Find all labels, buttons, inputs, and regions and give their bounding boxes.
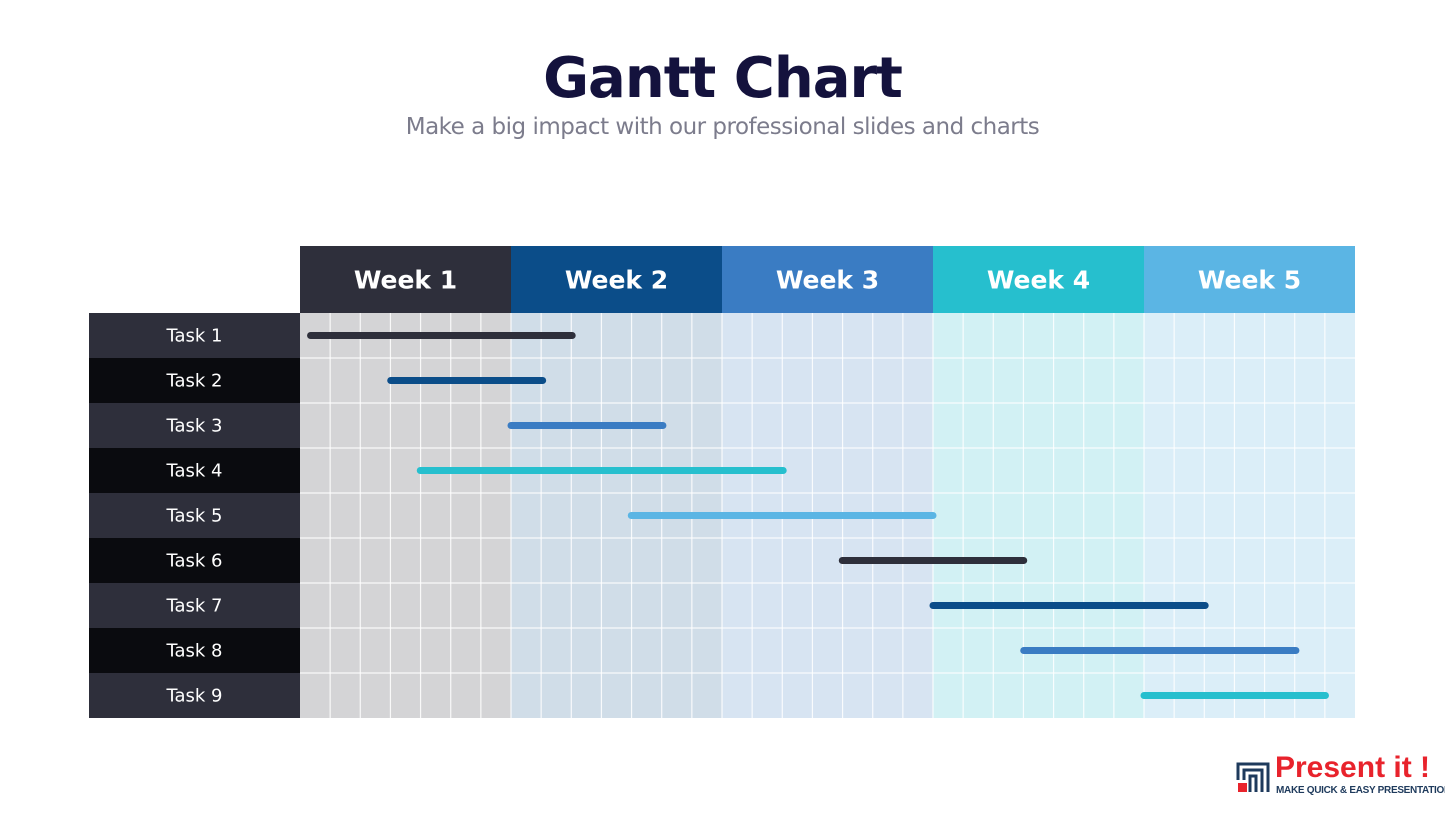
page-title: Gantt Chart <box>543 46 903 111</box>
week-column <box>300 313 511 718</box>
week-label: Week 2 <box>565 266 668 295</box>
task-label-cell <box>89 538 300 583</box>
week-column <box>933 313 1144 718</box>
task-label-cell <box>89 448 300 493</box>
task-label-cell <box>89 358 300 403</box>
week-header <box>1144 246 1355 313</box>
task-label: Task 5 <box>165 506 222 527</box>
task-label: Task 9 <box>165 686 222 707</box>
task-label: Task 7 <box>165 596 222 617</box>
logo-tagline: MAKE QUICK & EASY PRESENTATIONS <box>1276 785 1445 796</box>
task-label-cell <box>89 313 300 358</box>
task-label: Task 4 <box>165 461 222 482</box>
task-label-cell <box>89 493 300 538</box>
task-label: Task 2 <box>165 371 222 392</box>
logo-mark-icon <box>1236 762 1270 792</box>
week-label: Week 5 <box>1198 266 1301 295</box>
task-label: Task 1 <box>165 326 222 347</box>
logo-name: Present it ! <box>1275 751 1431 784</box>
week-label: Week 1 <box>354 266 457 295</box>
task-label: Task 3 <box>165 416 222 437</box>
week-label: Week 3 <box>776 266 879 295</box>
brand-logo: Present it ! MAKE QUICK & EASY PRESENTAT… <box>1236 751 1445 801</box>
week-header <box>511 246 722 313</box>
task-label-cell <box>89 583 300 628</box>
week-column <box>1144 313 1355 718</box>
task-label-cell <box>89 628 300 673</box>
page-subtitle: Make a big impact with our professional … <box>405 114 1040 140</box>
week-header <box>300 246 511 313</box>
week-header <box>933 246 1144 313</box>
task-label: Task 8 <box>165 641 222 662</box>
week-header <box>722 246 933 313</box>
week-label: Week 4 <box>987 266 1090 295</box>
task-label-cell <box>89 403 300 448</box>
task-label-cell <box>89 673 300 718</box>
task-label: Task 6 <box>165 551 222 572</box>
